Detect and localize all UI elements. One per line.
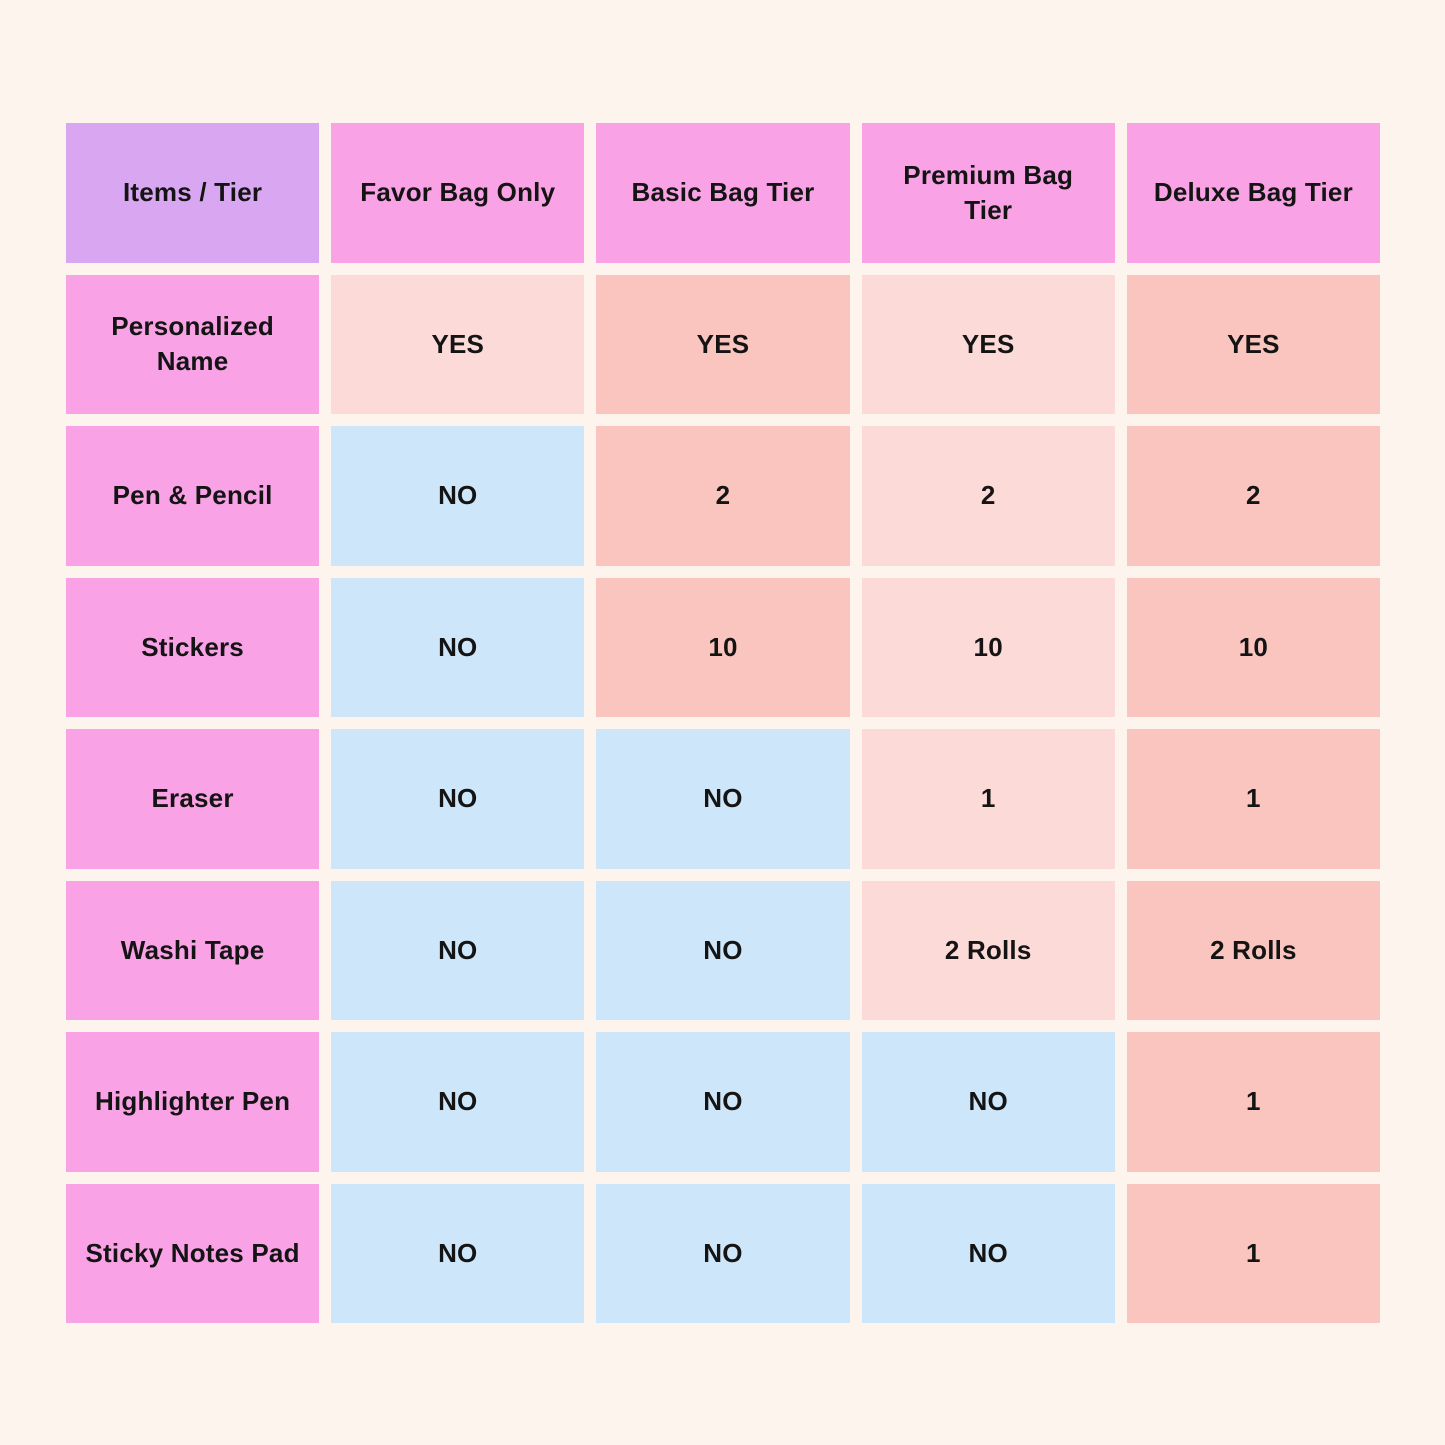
table-cell: 1	[861, 729, 1115, 869]
table-cell: 2	[861, 426, 1115, 566]
table-cell: NO	[596, 729, 850, 869]
column-header-basic-bag-tier: Basic Bag Tier	[596, 123, 850, 263]
table-cell: NO	[331, 1183, 585, 1323]
row-label-personalized-name: Personalized Name	[66, 274, 320, 414]
table-cell: 2	[596, 426, 850, 566]
row-label-pen-and-pencil: Pen & Pencil	[66, 426, 320, 566]
table-cell: 10	[861, 577, 1115, 717]
row-label-stickers: Stickers	[66, 577, 320, 717]
table-cell: 1	[1126, 1032, 1380, 1172]
table-cell: 10	[1126, 577, 1380, 717]
column-header-deluxe-bag-tier: Deluxe Bag Tier	[1126, 123, 1380, 263]
table-cell: NO	[596, 1032, 850, 1172]
table-cell: 2 Rolls	[861, 880, 1115, 1020]
table-cell: NO	[596, 1183, 850, 1323]
row-label-highlighter-pen: Highlighter Pen	[66, 1032, 320, 1172]
table-cell: NO	[331, 880, 585, 1020]
tier-comparison-table: Items / Tier Favor Bag Only Basic Bag Ti…	[66, 123, 1380, 1323]
row-label-eraser: Eraser	[66, 729, 320, 869]
table-cell: 1	[1126, 1183, 1380, 1323]
column-header-premium-bag-tier: Premium Bag Tier	[861, 123, 1115, 263]
column-header-favor-bag-only: Favor Bag Only	[331, 123, 585, 263]
table-cell: YES	[596, 274, 850, 414]
table-cell: YES	[861, 274, 1115, 414]
table-cell: YES	[1126, 274, 1380, 414]
corner-header: Items / Tier	[66, 123, 320, 263]
row-label-washi-tape: Washi Tape	[66, 880, 320, 1020]
table-cell: 2	[1126, 426, 1380, 566]
table-cell: NO	[331, 577, 585, 717]
table-cell: 2 Rolls	[1126, 880, 1380, 1020]
table-cell: 1	[1126, 729, 1380, 869]
table-cell: YES	[331, 274, 585, 414]
table-cell: NO	[331, 729, 585, 869]
table-cell: NO	[331, 1032, 585, 1172]
table-cell: NO	[331, 426, 585, 566]
table-cell: NO	[861, 1183, 1115, 1323]
table-cell: NO	[596, 880, 850, 1020]
row-label-sticky-notes-pad: Sticky Notes Pad	[66, 1183, 320, 1323]
table-cell: 10	[596, 577, 850, 717]
table-cell: NO	[861, 1032, 1115, 1172]
